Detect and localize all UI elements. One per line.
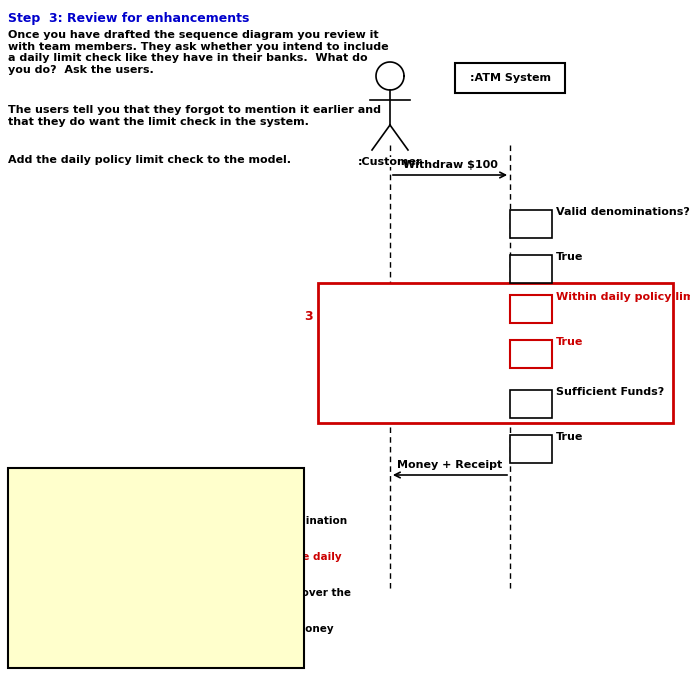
Text: policy limit?: policy limit? [14,570,107,580]
Text: Step  3: Review for enhancements: Step 3: Review for enhancements [8,12,249,25]
Text: Valid denominations?: Valid denominations? [556,207,690,217]
Text: 1. The customer asks to withdraw $100.: 1. The customer asks to withdraw $100. [14,498,258,508]
Text: True: True [556,337,583,347]
Text: True: True [556,432,583,442]
Text: Add the daily policy limit check to the model.: Add the daily policy limit check to the … [8,155,291,165]
Bar [510,255,552,283]
Text: available in the machine?: available in the machine? [14,534,186,544]
Bar [510,340,552,368]
Text: :ATM System: :ATM System [469,73,551,83]
Text: 4. Are there sufficient funds in the account to cover the: 4. Are there sufficient funds in the acc… [14,588,351,598]
Text: Scenario:  Successfully withdraw $100: Scenario: Successfully withdraw $100 [16,476,257,486]
Text: Sufficient Funds?: Sufficient Funds? [556,387,664,397]
Text: withdrawal amount?: withdrawal amount? [14,606,156,616]
Bar [510,295,552,323]
Bar [510,435,552,463]
Text: Withdraw $100: Withdraw $100 [402,160,497,170]
Text: Within daily policy limit?: Within daily policy limit? [556,292,690,302]
Text: :Customer: :Customer [357,157,422,167]
Text: Once you have drafted the sequence diagram you review it
with team members. They: Once you have drafted the sequence diagr… [8,30,388,75]
Text: 2. Is the amount entered divisible by the denomination: 2. Is the amount entered divisible by th… [14,516,347,526]
Bar [318,283,673,423]
Bar [510,390,552,418]
Text: The users tell you that they forgot to mention it earlier and
that they do want : The users tell you that they forgot to m… [8,105,381,126]
Text: and a receipt.: and a receipt. [14,642,118,652]
Text: 5. The ATM system responds by providing the money: 5. The ATM system responds by providing … [14,624,334,634]
Bar [8,468,304,668]
Text: Money + Receipt: Money + Receipt [397,460,502,470]
Text: 3. Will the withdrawal put the customer over the daily: 3. Will the withdrawal put the customer … [14,552,342,562]
Bar [455,63,565,93]
Text: True: True [556,252,583,262]
Text: 3: 3 [304,310,313,323]
Bar [510,210,552,238]
